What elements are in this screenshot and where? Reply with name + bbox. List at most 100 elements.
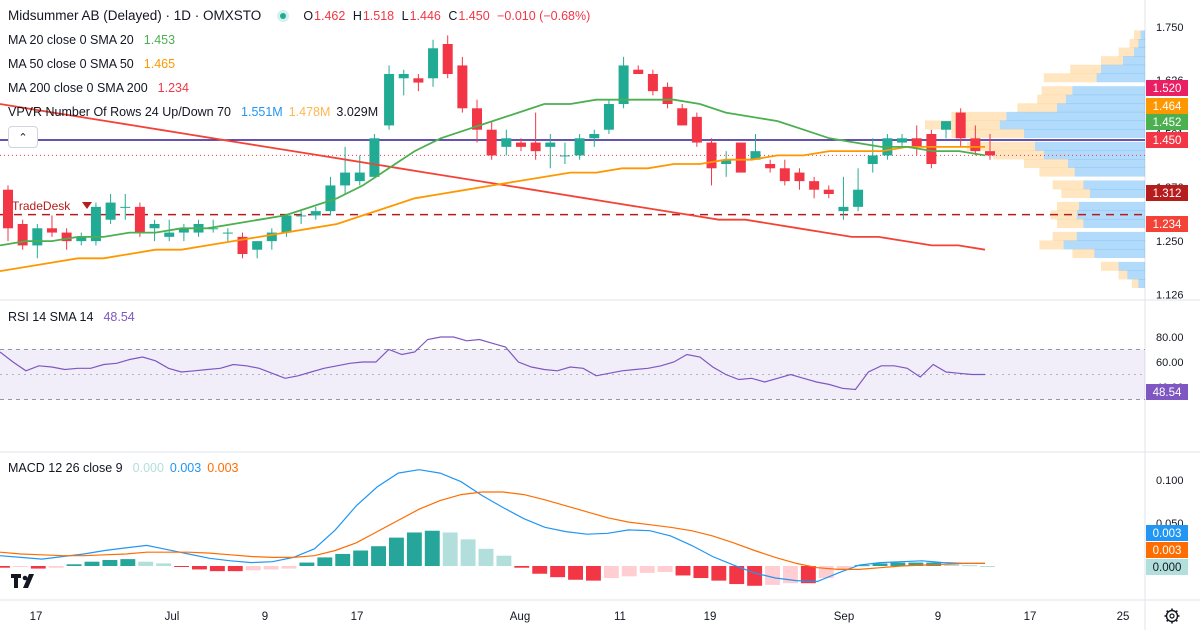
ma200-line — [0, 103, 986, 251]
macd-histogram-bar — [156, 563, 172, 566]
candle-body — [134, 206, 145, 233]
rsi-value: 48.54 — [103, 310, 135, 324]
vpvr-up-bar — [1024, 129, 1145, 138]
status-dot-icon — [277, 9, 290, 22]
candle-body — [941, 121, 952, 130]
candle-body — [574, 138, 585, 156]
macd-histogram-bar — [836, 566, 852, 571]
candle-body — [779, 168, 790, 182]
macd-legend[interactable]: MACD 12 26 close 9 0.000 0.003 0.003 — [8, 461, 238, 475]
vpvr-down-bar — [993, 150, 1044, 160]
vpvr-down-bar — [1101, 56, 1123, 66]
candle-body — [515, 142, 526, 147]
candle-body — [955, 112, 966, 139]
vpvr-up-bar — [1065, 94, 1145, 104]
macd-histogram-bar — [550, 566, 566, 578]
price-axis-tick: 1.126 — [1156, 289, 1184, 301]
price-tag-label: 1.464 — [1153, 101, 1182, 113]
vpvr-up-bar — [1083, 219, 1145, 228]
candle-body — [985, 151, 995, 156]
candle-body — [310, 211, 321, 216]
macd-histogram-bar — [603, 566, 619, 579]
candle-body — [369, 138, 380, 177]
rsi-label: RSI 14 SMA 14 — [8, 310, 94, 324]
time-axis-label: 17 — [351, 611, 364, 623]
price-tag — [1146, 114, 1188, 130]
vpvr-up-bar — [1134, 47, 1145, 57]
vpvr-down-bar — [1050, 210, 1077, 220]
candle-body — [926, 134, 937, 164]
ma20-legend[interactable]: MA 20 close 0 SMA 20 1.453 — [8, 33, 175, 47]
price-axis-tick: 1.250 — [1156, 236, 1184, 248]
macd-axis-tick: 0.100 — [1156, 475, 1184, 487]
time-axis-label: 9 — [262, 611, 268, 623]
collapse-legend-button[interactable]: ⌃ — [8, 126, 38, 148]
candle-body — [486, 129, 497, 156]
macd-tag — [1146, 542, 1188, 558]
ma200-legend[interactable]: MA 200 close 0 SMA 200 1.234 — [8, 81, 189, 95]
ma50-legend[interactable]: MA 50 close 0 SMA 50 1.465 — [8, 57, 175, 71]
macd-histogram-bar — [174, 566, 189, 567]
macd-tag-label: 0.000 — [1153, 562, 1182, 574]
candle-body — [76, 236, 87, 242]
candle-body — [765, 164, 776, 169]
ma50-line — [0, 146, 985, 272]
ma200-value: 1.234 — [157, 81, 189, 95]
vpvr-up-bar — [1074, 167, 1145, 177]
macd-histogram-bar — [84, 561, 100, 566]
open-label: O — [303, 8, 314, 23]
macd-histogram-bar — [980, 566, 995, 567]
low-label: L — [401, 8, 409, 23]
candle-body — [603, 104, 614, 130]
macd-histogram-bar — [496, 555, 512, 566]
time-axis-label: 17 — [30, 611, 43, 623]
tradingview-logo-icon[interactable] — [10, 572, 40, 590]
candle-body — [735, 142, 746, 173]
macd-histogram-bar — [711, 566, 727, 581]
rsi-legend[interactable]: RSI 14 SMA 14 48.54 — [8, 310, 135, 324]
candle-body — [794, 172, 805, 182]
candle-body — [970, 138, 981, 152]
macd-histogram-bar — [227, 566, 243, 572]
candle-body — [897, 138, 908, 143]
vpvr-legend[interactable]: VPVR Number Of Rows 24 Up/Down 70 1.551M… — [8, 105, 378, 119]
vpvr-down-bar — [966, 141, 1035, 151]
vpvr-up-bar — [1096, 73, 1145, 83]
gear-icon[interactable] — [1164, 608, 1180, 624]
macd-histogram-bar — [514, 566, 530, 568]
candle-body — [809, 181, 820, 190]
vpvr-up-bar — [1101, 64, 1145, 74]
candle-body — [721, 159, 732, 164]
vpvr-up-bar — [1094, 249, 1145, 258]
macd-histogram-bar — [12, 566, 28, 567]
ma50-value: 1.465 — [143, 57, 176, 71]
vpvr-up-value: 1.551M — [241, 105, 283, 119]
candle-body — [105, 202, 116, 220]
vpvr-down-bar — [1052, 231, 1077, 241]
vpvr-up-bar — [1138, 39, 1145, 48]
macd-histogram-bar — [317, 557, 333, 566]
vpvr-down-bar — [1039, 167, 1075, 177]
ma50-label: MA 50 close 0 SMA 50 — [8, 57, 134, 71]
vpvr-up-bar — [1057, 103, 1145, 113]
price-tag-label: 1.234 — [1153, 219, 1182, 231]
price-tag — [1146, 216, 1188, 232]
time-axis-label: 25 — [1117, 611, 1130, 623]
macd-label: MACD 12 26 close 9 — [8, 461, 123, 475]
vpvr-down-bar — [1057, 219, 1084, 228]
ohlc-values: O1.462 H1.518 L1.446 C1.450 −0.010 (−0.6… — [303, 9, 594, 23]
price-tag-label: 1.450 — [1153, 135, 1182, 147]
candle-body — [911, 138, 922, 147]
rsi-tag-label: 48.54 — [1153, 387, 1182, 399]
vpvr-down-bar — [1101, 261, 1119, 271]
vpvr-down-bar — [1118, 47, 1134, 57]
close-label: C — [448, 8, 458, 23]
candle-body — [472, 108, 483, 130]
macd-histogram-bar — [192, 566, 207, 570]
candle-body — [384, 74, 395, 126]
candle-body — [823, 189, 834, 194]
symbol-title[interactable]: Midsummer AB (Delayed) · 1D · OMXSTO — [8, 8, 262, 23]
candle-body — [252, 241, 263, 250]
ma20-line — [0, 98, 986, 247]
